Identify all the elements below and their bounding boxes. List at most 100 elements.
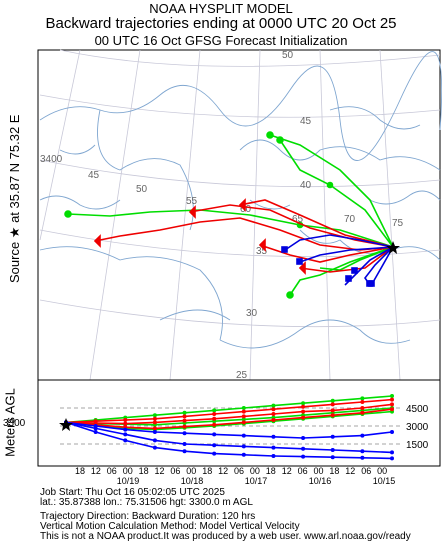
height-point	[390, 402, 394, 407]
height-point	[360, 406, 365, 410]
lon-label-45: 45	[88, 170, 100, 181]
height-point	[152, 416, 157, 421]
height-point	[330, 448, 335, 452]
height-point	[182, 418, 187, 423]
hour-tick-label: 18	[139, 466, 149, 476]
height-point	[360, 433, 365, 438]
height-point	[241, 406, 246, 410]
height-series-line	[65, 398, 393, 424]
height-point	[301, 401, 306, 406]
date-tick-label: 10/18	[181, 476, 204, 486]
height-point	[123, 427, 128, 432]
height-point	[390, 397, 394, 402]
height-point	[212, 408, 217, 413]
y-tick-label: 1500	[406, 440, 429, 451]
trajectory-group-blue	[281, 234, 394, 287]
hour-tick-label: 12	[154, 466, 164, 476]
job-start: Job Start: Thu Oct 16 05:02:05 UTC 2025	[40, 487, 225, 498]
y-tick-label: 3000	[406, 422, 429, 433]
hour-tick-label: 18	[329, 466, 339, 476]
hour-tick-label: 06	[234, 466, 244, 476]
trajectory-title: Backward trajectories ending at 0000 UTC…	[45, 15, 397, 32]
height-point	[390, 456, 394, 461]
height-point	[271, 454, 276, 458]
height-point	[152, 430, 157, 434]
hour-tick-label: 00	[186, 466, 196, 476]
start-height-label: 3300	[3, 418, 26, 429]
location-details: lat.: 35.87388 lon.: 75.31506 hgt: 3300.…	[40, 497, 253, 508]
height-series-line	[65, 395, 393, 424]
hour-tick-label: 18	[75, 466, 85, 476]
height-point	[182, 442, 187, 446]
height-point	[241, 417, 246, 422]
height-point	[212, 432, 217, 437]
height-point	[390, 430, 394, 434]
height-point	[271, 403, 276, 408]
hour-tick-label: 12	[282, 466, 292, 476]
lon-label-55: 55	[186, 196, 198, 207]
height-series-line	[65, 421, 393, 460]
height-point	[152, 438, 157, 443]
model-title: NOAA HYSPLIT MODEL	[149, 1, 293, 16]
height-point	[330, 455, 335, 460]
height-point	[212, 412, 217, 416]
lat-label-50: 50	[282, 50, 294, 61]
disclaimer: This is not a NOAA product.It was produc…	[40, 531, 411, 542]
hour-tick-label: 00	[123, 466, 133, 476]
height-point	[182, 424, 187, 429]
height-point	[241, 420, 246, 425]
lat-label-25: 25	[236, 370, 248, 381]
lon-label-65: 65	[292, 214, 304, 225]
height-point	[212, 416, 217, 421]
height-point	[241, 433, 246, 438]
hour-tick-label: 06	[361, 466, 371, 476]
hour-tick-label: 00	[377, 466, 387, 476]
lat-label-30: 30	[246, 308, 258, 319]
height-point	[301, 446, 306, 451]
height-point	[152, 420, 157, 425]
lon-label-75: 75	[392, 218, 404, 229]
hour-tick-label: 18	[266, 466, 276, 476]
height-point	[241, 444, 246, 449]
date-tick-label: 10/16	[309, 476, 332, 486]
value-label-3400: 3400	[40, 154, 63, 165]
height-point	[152, 426, 157, 431]
height-point	[93, 430, 98, 434]
y-tick-label: 4500	[406, 404, 429, 415]
height-point	[93, 424, 98, 428]
trajectory-direction: Trajectory Direction: Backward Duration:…	[40, 511, 256, 522]
vertical-motion-method: Vertical Motion Calculation Method: Mode…	[40, 521, 300, 532]
height-point	[212, 443, 217, 448]
lon-label-70: 70	[344, 214, 356, 225]
date-tick-label: 10/19	[117, 476, 140, 486]
height-point	[390, 407, 394, 412]
height-series-line	[65, 421, 393, 439]
height-point	[330, 413, 335, 418]
height-point	[93, 421, 98, 425]
hour-tick-label: 06	[107, 466, 117, 476]
height-point	[301, 404, 306, 409]
height-point	[182, 431, 187, 436]
height-point	[271, 418, 276, 422]
date-tick-label: 10/17	[245, 476, 268, 486]
height-point	[241, 409, 246, 414]
height-point	[182, 410, 187, 415]
height-point	[271, 434, 276, 439]
height-point	[301, 415, 306, 420]
hour-tick-label: 00	[250, 466, 260, 476]
trajectory-group-red	[93, 198, 394, 275]
height-point	[182, 414, 187, 419]
start-star-icon	[59, 418, 73, 431]
height-point	[152, 445, 157, 450]
hour-tick-label: 06	[170, 466, 180, 476]
height-point	[301, 409, 306, 414]
lat-label-40: 40	[300, 180, 312, 191]
height-point	[241, 452, 246, 457]
height-point	[271, 445, 276, 450]
height-point	[360, 449, 365, 454]
lat-label-35: 35	[256, 246, 268, 257]
lat-label-45: 45	[300, 116, 312, 127]
height-point	[212, 422, 217, 427]
height-point	[390, 450, 394, 455]
